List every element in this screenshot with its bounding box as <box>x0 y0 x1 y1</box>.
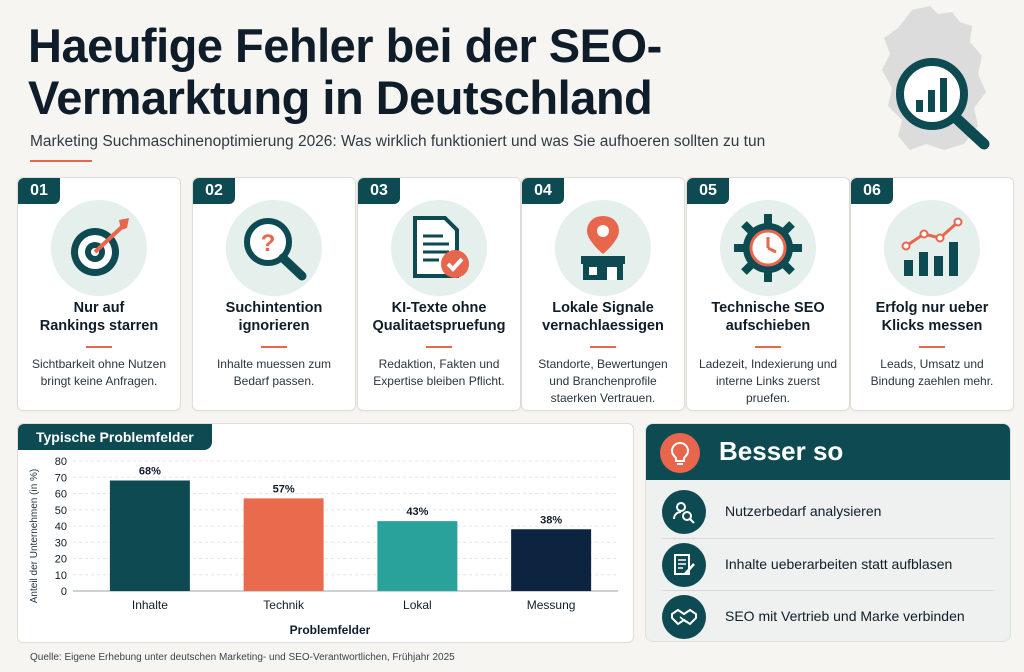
bar-technik <box>243 498 324 591</box>
card-number: 05 <box>687 178 729 204</box>
x-tick-label: Lokal <box>403 598 432 612</box>
card-title: Nur auf Rankings starren <box>39 300 159 334</box>
card-description: Ladezeit, Indexierung und interne Links … <box>698 357 838 405</box>
source-note: Quelle: Eigene Erhebung unter deutschen … <box>30 652 455 663</box>
better-item: SEO mit Vertrieb und Marke verbinden <box>646 590 1010 641</box>
card-description: Standorte, Bewertungen und Branchenprofi… <box>538 357 668 405</box>
card-01: 01 Nur auf Rankings starren Sichtbarkeit… <box>17 177 181 411</box>
card-divider <box>426 346 452 348</box>
bar-inhalte <box>109 480 190 591</box>
lightbulb-icon <box>660 433 700 473</box>
bar-messung <box>511 529 592 591</box>
better-item-label: SEO mit Vertrieb und Marke verbinden <box>725 608 965 624</box>
card-title: Lokale Signale vernachlaessigen <box>542 300 664 334</box>
y-tick-label: 20 <box>55 554 67 566</box>
target-icon <box>51 200 147 296</box>
card-05: 05 Technische SEO aufschieben <box>686 177 850 411</box>
bar-value-label: 43% <box>406 506 428 518</box>
x-tick-label: Inhalte <box>132 598 168 612</box>
better-item-label: Inhalte ueberarbeiten statt aufblasen <box>725 556 953 572</box>
better-panel: Besser so Nutzerbedarf analysieren Inhal… <box>645 423 1011 642</box>
card-number: 04 <box>522 178 564 204</box>
store-pin-icon <box>555 200 651 296</box>
svg-text:?: ? <box>261 230 276 257</box>
chart-x-axis-label: Problemfelder <box>290 623 371 637</box>
edit-document-icon <box>662 543 706 587</box>
card-number: 06 <box>851 178 893 204</box>
title-underline <box>30 160 92 162</box>
user-search-icon <box>662 490 706 534</box>
gear-clock-icon <box>720 200 816 296</box>
page-subtitle: Marketing Suchmaschinenoptimierung 2026:… <box>30 133 766 150</box>
card-title: Suchintention ignorieren <box>225 300 323 334</box>
card-03: 03 KI-Texte ohne Qualitaetspruefung Reda… <box>357 177 521 411</box>
bar-value-label: 68% <box>139 466 161 478</box>
card-divider <box>590 346 616 348</box>
card-06: 06 Erfolg nur ueber Klicks messen Leads,… <box>850 177 1014 411</box>
better-divider <box>662 590 994 591</box>
better-item: Nutzerbedarf analysieren <box>646 485 1010 537</box>
card-divider <box>919 346 945 348</box>
y-tick-label: 40 <box>55 521 67 533</box>
handshake-icon <box>662 595 706 639</box>
magnifier-chart-icon <box>896 58 990 150</box>
growth-chart-icon <box>884 200 980 296</box>
bar-value-label: 57% <box>273 483 295 495</box>
card-description: Sichtbarkeit ohne Nutzen bringt keine An… <box>31 357 167 388</box>
card-divider <box>86 346 112 348</box>
card-02: 02 ? Suchintention ignorieren Inhalte mu… <box>192 177 356 411</box>
better-divider <box>662 538 994 539</box>
better-item: Inhalte ueberarbeiten statt aufblasen <box>646 538 1010 590</box>
card-04: 04 Lokale Signale vernachlaessigen Stand… <box>521 177 685 411</box>
y-tick-label: 60 <box>55 489 67 501</box>
card-description: Redaktion, Fakten und Expertise bleiben … <box>373 357 505 388</box>
card-number: 01 <box>18 178 60 204</box>
card-title: Technische SEO aufschieben <box>711 300 825 334</box>
better-header: Besser so <box>646 424 1010 480</box>
problem-chart-panel: 0 10 20 30 40 50 60 70 80 68% Inhalte 57% Technik 43%… <box>17 423 634 643</box>
card-divider <box>755 346 781 348</box>
document-check-icon <box>391 200 487 296</box>
bar-lokal <box>377 521 458 591</box>
y-tick-label: 80 <box>55 456 67 468</box>
card-number: 03 <box>358 178 400 204</box>
chart-y-axis-label: Anteil der Unternehmen (in %) <box>29 469 40 604</box>
card-description: Inhalte muessen zum Bedarf passen. <box>216 357 332 388</box>
card-title: Erfolg nur ueber Klicks messen <box>875 300 989 334</box>
card-number: 02 <box>193 178 235 204</box>
better-title: Besser so <box>719 436 844 466</box>
y-tick-label: 50 <box>55 505 67 517</box>
better-item-label: Nutzerbedarf analysieren <box>725 503 882 519</box>
mistake-cards: 01 Nur auf Rankings starren Sichtbarkeit… <box>17 177 1014 411</box>
card-description: Leads, Umsatz und Bindung zaehlen mehr. <box>870 357 994 388</box>
magnifier-question-icon: ? <box>226 200 322 296</box>
x-tick-label: Technik <box>263 598 305 612</box>
x-tick-label: Messung <box>527 598 576 612</box>
y-tick-label: 10 <box>55 570 67 582</box>
bar-chart: 0 10 20 30 40 50 60 70 80 68% Inhalte 57% Technik 43%… <box>29 456 618 637</box>
card-divider <box>261 346 287 348</box>
y-tick-label: 30 <box>55 537 67 549</box>
card-title: KI-Texte ohne Qualitaetspruefung <box>372 300 506 334</box>
y-tick-label: 0 <box>61 586 67 598</box>
chart-title-tab: Typische Problemfelder <box>18 424 212 450</box>
bar-value-label: 38% <box>540 514 562 526</box>
page-title: Haeufige Fehler bei der SEO-Vermarktung … <box>28 19 662 124</box>
y-tick-label: 70 <box>55 472 67 484</box>
